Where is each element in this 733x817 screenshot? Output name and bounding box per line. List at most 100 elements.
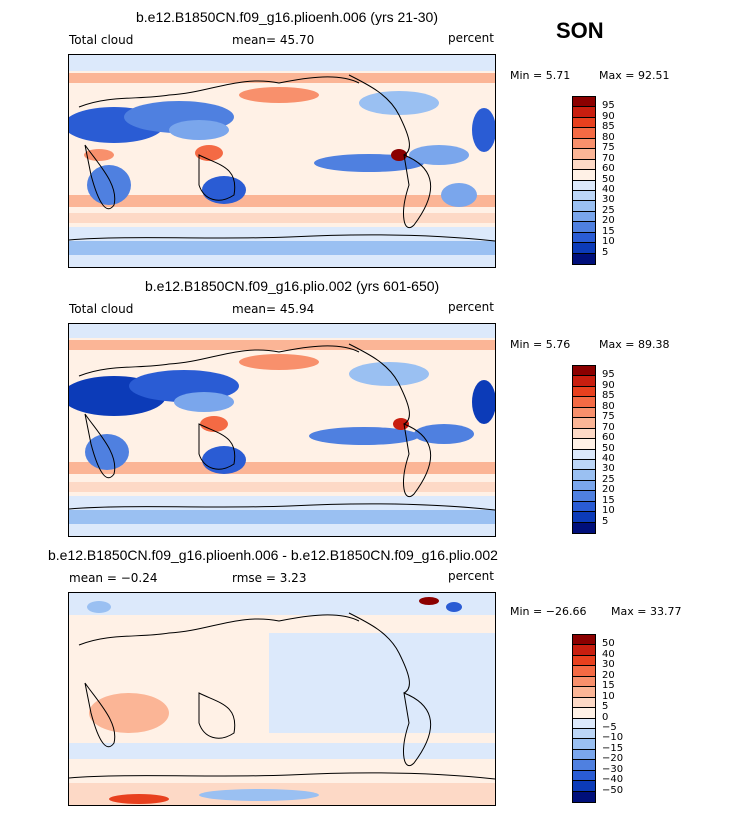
low-cloud-region bbox=[85, 434, 129, 470]
colorbar-tick-label: 95 bbox=[602, 100, 615, 112]
colorbar-segment bbox=[573, 470, 595, 481]
cloud-band bbox=[69, 524, 495, 536]
low-cloud-region bbox=[202, 446, 246, 474]
colorbar-tick-label: 25 bbox=[602, 473, 615, 485]
colorbar-segment bbox=[573, 728, 595, 740]
colorbar-tick-label: 95 bbox=[602, 369, 615, 381]
positive-diff-region bbox=[109, 794, 169, 804]
high-cloud-region bbox=[239, 87, 319, 103]
colorbar-tick-label: 15 bbox=[602, 494, 615, 506]
panel-3-map-svg bbox=[69, 593, 495, 805]
colorbar-segment bbox=[573, 397, 595, 408]
colorbar-tick-label: 5 bbox=[602, 246, 609, 258]
colorbar-tick-label: 40 bbox=[602, 648, 615, 660]
low-cloud-region bbox=[202, 176, 246, 204]
cloud-band bbox=[69, 73, 495, 83]
colorbar-segment bbox=[573, 439, 595, 450]
colorbar-segment bbox=[573, 739, 595, 750]
panel-3-mean: mean = −0.24 bbox=[69, 571, 158, 585]
cloud-band bbox=[69, 55, 495, 71]
colorbar-tick-label: 20 bbox=[602, 484, 615, 496]
low-cloud-region bbox=[472, 380, 495, 424]
cloud-band bbox=[69, 340, 495, 350]
colorbar-segment bbox=[573, 97, 595, 108]
colorbar-tick-label: −40 bbox=[602, 774, 624, 786]
colorbar-segment bbox=[573, 449, 595, 460]
low-cloud-region bbox=[174, 392, 234, 412]
colorbar-segment bbox=[573, 428, 595, 440]
colorbar-tick-label: 20 bbox=[602, 215, 615, 227]
panel-2-map bbox=[68, 323, 496, 537]
panel-1-colorbar bbox=[572, 96, 596, 265]
cloud-band bbox=[69, 324, 495, 338]
colorbar-tick-label: 25 bbox=[602, 204, 615, 216]
colorbar-segment bbox=[573, 253, 595, 264]
high-cloud-region bbox=[393, 418, 409, 430]
panel-2-colorbar bbox=[572, 365, 596, 534]
low-cloud-region bbox=[169, 120, 229, 140]
colorbar-segment bbox=[573, 697, 595, 709]
colorbar-tick-label: 75 bbox=[602, 411, 615, 423]
colorbar-segment bbox=[573, 190, 595, 202]
colorbar-segment bbox=[573, 522, 595, 533]
colorbar-tick-label: −30 bbox=[602, 763, 624, 775]
panel-2-map-svg bbox=[69, 324, 495, 536]
colorbar-segment bbox=[573, 770, 595, 782]
colorbar-tick-label: 10 bbox=[602, 690, 615, 702]
colorbar-segment bbox=[573, 149, 595, 160]
cloud-band bbox=[69, 241, 495, 255]
colorbar-segment bbox=[573, 635, 595, 646]
cloud-band bbox=[69, 462, 495, 474]
colorbar-tick-label: 85 bbox=[602, 121, 615, 133]
cloud-band bbox=[69, 213, 495, 223]
panel-3-min: Min = −26.66 bbox=[510, 605, 587, 618]
colorbar-tick-label: 40 bbox=[602, 452, 615, 464]
colorbar-segment bbox=[573, 138, 595, 150]
negative-diff-region bbox=[199, 789, 319, 801]
colorbar-segment bbox=[573, 655, 595, 667]
colorbar-tick-label: −20 bbox=[602, 753, 624, 765]
high-cloud-region bbox=[200, 416, 228, 432]
panel-1-mean: mean= 45.70 bbox=[232, 33, 315, 47]
diff-band bbox=[69, 593, 495, 615]
panel-1-map-svg bbox=[69, 55, 495, 267]
colorbar-segment bbox=[573, 107, 595, 118]
colorbar-segment bbox=[573, 645, 595, 656]
low-cloud-region bbox=[359, 91, 439, 115]
high-cloud-region bbox=[391, 149, 407, 161]
colorbar-tick-label: 85 bbox=[602, 390, 615, 402]
colorbar-tick-label: 30 bbox=[602, 194, 615, 206]
colorbar-segment bbox=[573, 749, 595, 761]
coastlines bbox=[69, 343, 495, 511]
colorbar-tick-label: 70 bbox=[602, 152, 615, 164]
panel-3-colorbar-ticks: 50 40 30 20 15 10 5 0 −5 −10 −15 −20 −30 −40 −50 bbox=[598, 634, 638, 803]
colorbar-segment bbox=[573, 170, 595, 181]
panel-2-units: percent bbox=[448, 300, 494, 314]
diff-band bbox=[69, 743, 495, 759]
panel-3-max: Max = 33.77 bbox=[611, 605, 682, 618]
colorbar-segment bbox=[573, 159, 595, 171]
panel-3-map bbox=[68, 592, 496, 806]
colorbar-segment bbox=[573, 760, 595, 771]
colorbar-tick-label: 40 bbox=[602, 183, 615, 195]
colorbar-segment bbox=[573, 376, 595, 387]
colorbar-tick-label: 60 bbox=[602, 432, 615, 444]
colorbar-segment bbox=[573, 666, 595, 677]
colorbar-segment bbox=[573, 128, 595, 139]
colorbar-segment bbox=[573, 222, 595, 233]
high-cloud-region bbox=[84, 149, 114, 161]
cloud-band bbox=[69, 510, 495, 524]
panel-2-max: Max = 89.38 bbox=[599, 338, 670, 351]
colorbar-segment bbox=[573, 418, 595, 429]
colorbar-tick-label: 50 bbox=[602, 638, 615, 650]
panel-1-title: b.e12.B1850CN.f09_g16.plioenh.006 (yrs 2… bbox=[136, 9, 438, 25]
colorbar-segment bbox=[573, 407, 595, 419]
colorbar-tick-label: 50 bbox=[602, 442, 615, 454]
cloud-band bbox=[69, 496, 495, 510]
panel-1-colorbar-ticks: 95 90 85 80 75 70 60 50 40 30 25 20 15 10 5 bbox=[598, 96, 638, 265]
cloud-band bbox=[69, 482, 495, 492]
low-cloud-region bbox=[309, 427, 419, 445]
colorbar-tick-label: 5 bbox=[602, 515, 609, 527]
panel-3-colorbar bbox=[572, 634, 596, 803]
panel-2-min: Min = 5.76 bbox=[510, 338, 571, 351]
